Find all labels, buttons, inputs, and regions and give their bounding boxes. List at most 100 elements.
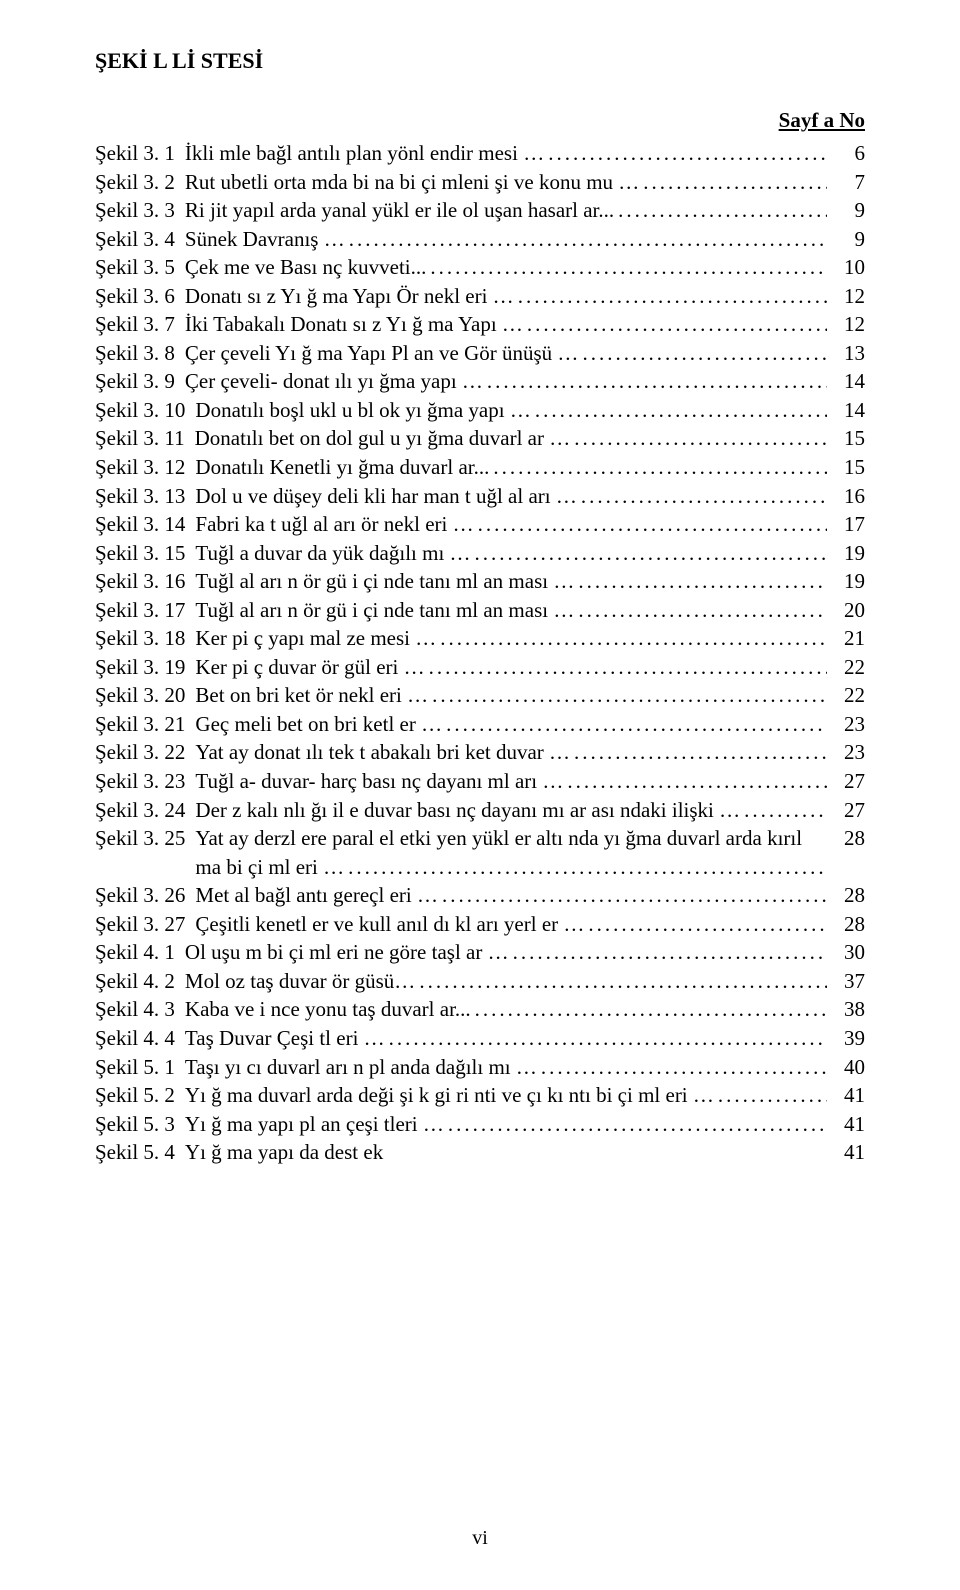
figure-entry: Şekil 3. 7İki Tabakalı Donatı sı z Yı ğ … bbox=[95, 310, 865, 339]
figure-page-number: 27 bbox=[827, 796, 865, 825]
figure-description-text: Ker pi ç yapı mal ze mesi … bbox=[195, 626, 440, 650]
figure-label: Şekil 3. 16 bbox=[95, 567, 195, 596]
figure-entry: Şekil 3. 17Tuğl al arı n ör gü i çi nde … bbox=[95, 596, 865, 625]
figure-page-number: 30 bbox=[827, 938, 865, 967]
figure-page-number: 41 bbox=[827, 1138, 865, 1167]
figure-list-container: Şekil 3. 1İkli mle bağl antılı plan yönl… bbox=[95, 139, 865, 1167]
figure-label: Şekil 3. 27 bbox=[95, 910, 195, 939]
figure-label: Şekil 3. 21 bbox=[95, 710, 195, 739]
figure-entry: Şekil 3. 11Donatılı bet on dol gul u yı … bbox=[95, 424, 865, 453]
figure-description-text: Sünek Davranış … bbox=[185, 227, 349, 251]
figure-description-text: Dol u ve düşey deli kli har man t uğl al… bbox=[195, 484, 580, 508]
figure-label: Şekil 4. 3 bbox=[95, 995, 185, 1024]
figure-description: Rut ubetli orta mda bi na bi çi mleni şi… bbox=[185, 168, 827, 197]
figure-page-number: 20 bbox=[827, 596, 865, 625]
figure-description: Donatılı boşl ukl u bl ok yı ğma yapı … bbox=[195, 396, 827, 425]
figure-label: Şekil 3. 22 bbox=[95, 738, 195, 767]
figure-label: Şekil 3. 12 bbox=[95, 453, 195, 482]
figure-description: Taşı yı cı duvarl arı n pl anda dağılı m… bbox=[185, 1053, 827, 1082]
figure-entry: Şekil 4. 3Kaba ve i nce yonu taş duvarl … bbox=[95, 995, 865, 1024]
figure-description: Donatılı bet on dol gul u yı ğma duvarl … bbox=[195, 424, 827, 453]
figure-entry: Şekil 5. 3Yı ğ ma yapı pl an çeşi tleri … bbox=[95, 1110, 865, 1139]
figure-description-text: Çer çeveli- donat ılı yı ğma yapı … bbox=[185, 369, 487, 393]
figure-entry: Şekil 3. 21Geç meli bet on bri ketl er …… bbox=[95, 710, 865, 739]
figure-entry: Şekil 3. 13Dol u ve düşey deli kli har m… bbox=[95, 482, 865, 511]
figure-entry: Şekil 3. 25Yat ay derzl ere paral el etk… bbox=[95, 824, 865, 881]
page-number-header: Sayf a No bbox=[95, 108, 865, 133]
figure-entry: Şekil 3. 5Çek me ve Bası nç kuvveti... 10 bbox=[95, 253, 865, 282]
figure-entry: Şekil 3. 20Bet on bri ket ör nekl eri …2… bbox=[95, 681, 865, 710]
figure-page-number: 19 bbox=[827, 539, 865, 568]
figure-description: Der z kalı nlı ğı il e duvar bası nç day… bbox=[195, 796, 827, 825]
page-footer: vi bbox=[0, 1527, 960, 1550]
list-of-figures-heading: ŞEKİ L Lİ STESİ bbox=[95, 48, 865, 74]
figure-page-number: 7 bbox=[827, 168, 865, 197]
figure-description: Ri jit yapıl arda yanal yükl er ile ol u… bbox=[185, 196, 827, 225]
figure-entry: Şekil 3. 12Donatılı Kenetli yı ğma duvar… bbox=[95, 453, 865, 482]
figure-page-number: 37 bbox=[827, 967, 865, 996]
figure-description-text: Yat ay derzl ere paral el etki yen yükl … bbox=[195, 826, 802, 879]
figure-entry: Şekil 5. 1Taşı yı cı duvarl arı n pl and… bbox=[95, 1053, 865, 1082]
figure-label: Şekil 3. 13 bbox=[95, 482, 195, 511]
figure-description: Çer çeveli Yı ğ ma Yapı Pl an ve Gör ünü… bbox=[185, 339, 827, 368]
figure-label: Şekil 3. 17 bbox=[95, 596, 195, 625]
figure-label: Şekil 3. 5 bbox=[95, 253, 185, 282]
figure-description-text: Bet on bri ket ör nekl eri … bbox=[195, 683, 432, 707]
figure-description: Yı ğ ma yapı pl an çeşi tleri … bbox=[185, 1110, 827, 1139]
figure-label: Şekil 4. 1 bbox=[95, 938, 185, 967]
figure-page-number: 23 bbox=[827, 738, 865, 767]
figure-description: Yat ay derzl ere paral el etki yen yükl … bbox=[195, 824, 827, 881]
figure-description-text: Çek me ve Bası nç kuvveti... bbox=[185, 255, 430, 279]
figure-page-number: 23 bbox=[827, 710, 865, 739]
figure-page-number: 16 bbox=[827, 482, 865, 511]
figure-description: Mol oz taş duvar ör güsü… bbox=[185, 967, 827, 996]
figure-entry: Şekil 3. 27Çeşitli kenetl er ve kull anı… bbox=[95, 910, 865, 939]
figure-description: Çeşitli kenetl er ve kull anıl dı kl arı… bbox=[195, 910, 827, 939]
figure-description: Taş Duvar Çeşi tl eri … bbox=[185, 1024, 827, 1053]
figure-page-number: 10 bbox=[827, 253, 865, 282]
figure-description-text: Çeşitli kenetl er ve kull anıl dı kl arı… bbox=[195, 912, 588, 936]
figure-label: Şekil 5. 4 bbox=[95, 1138, 185, 1167]
figure-description-text: Yı ğ ma duvarl arda deği şi k gi ri nti … bbox=[185, 1083, 718, 1107]
figure-label: Şekil 3. 1 bbox=[95, 139, 185, 168]
figure-description-text: Met al bağl antı gereçl eri … bbox=[195, 883, 442, 907]
figure-description-text: Ker pi ç duvar ör gül eri … bbox=[195, 655, 428, 679]
figure-description-text: Yat ay donat ılı tek t abakalı bri ket d… bbox=[195, 740, 574, 764]
figure-label: Şekil 4. 4 bbox=[95, 1024, 185, 1053]
figure-description: Tuğl a- duvar- harç bası nç dayanı ml ar… bbox=[195, 767, 827, 796]
figure-entry: Şekil 3. 4Sünek Davranış …9 bbox=[95, 225, 865, 254]
figure-description-text: Taş Duvar Çeşi tl eri … bbox=[185, 1026, 389, 1050]
figure-entry: Şekil 3. 14Fabri ka t uğl al arı ör nekl… bbox=[95, 510, 865, 539]
figure-page-number: 13 bbox=[827, 339, 865, 368]
figure-entry: Şekil 3. 26Met al bağl antı gereçl eri …… bbox=[95, 881, 865, 910]
figure-description-text: Der z kalı nlı ğı il e duvar bası nç day… bbox=[195, 798, 744, 822]
figure-label: Şekil 3. 19 bbox=[95, 653, 195, 682]
figure-page-number: 27 bbox=[827, 767, 865, 796]
figure-description: Tuğl a duvar da yük dağılı mı … bbox=[195, 539, 827, 568]
figure-label: Şekil 3. 24 bbox=[95, 796, 195, 825]
figure-page-number: 41 bbox=[827, 1081, 865, 1110]
figure-page-number: 28 bbox=[827, 824, 865, 881]
figure-description-text: Tuğl a duvar da yük dağılı mı … bbox=[195, 541, 474, 565]
figure-description-text: Yı ğ ma yapı pl an çeşi tleri … bbox=[185, 1112, 448, 1136]
page-header-text: Sayf a No bbox=[779, 108, 865, 132]
figure-entry: Şekil 3. 9Çer çeveli- donat ılı yı ğma y… bbox=[95, 367, 865, 396]
figure-entry: Şekil 4. 2Mol oz taş duvar ör güsü…37 bbox=[95, 967, 865, 996]
figure-page-number: 28 bbox=[827, 881, 865, 910]
figure-entry: Şekil 3. 16Tuğl al arı n ör gü i çi nde … bbox=[95, 567, 865, 596]
figure-label: Şekil 3. 4 bbox=[95, 225, 185, 254]
figure-entry: Şekil 5. 2Yı ğ ma duvarl arda deği şi k … bbox=[95, 1081, 865, 1110]
figure-page-number: 15 bbox=[827, 453, 865, 482]
figure-description-text: Mol oz taş duvar ör güsü… bbox=[185, 969, 419, 993]
figure-page-number: 17 bbox=[827, 510, 865, 539]
figure-label: Şekil 3. 2 bbox=[95, 168, 185, 197]
figure-description-text: Ol uşu m bi çi ml eri ne göre taşl ar … bbox=[185, 940, 513, 964]
figure-description-text: Donatılı bet on dol gul u yı ğma duvarl … bbox=[195, 426, 575, 450]
figure-description: Met al bağl antı gereçl eri … bbox=[195, 881, 827, 910]
figure-label: Şekil 3. 15 bbox=[95, 539, 195, 568]
figure-page-number: 39 bbox=[827, 1024, 865, 1053]
figure-label: Şekil 3. 26 bbox=[95, 881, 195, 910]
figure-label: Şekil 3. 6 bbox=[95, 282, 185, 311]
figure-label: Şekil 5. 2 bbox=[95, 1081, 185, 1110]
figure-entry: Şekil 4. 4Taş Duvar Çeşi tl eri … 39 bbox=[95, 1024, 865, 1053]
